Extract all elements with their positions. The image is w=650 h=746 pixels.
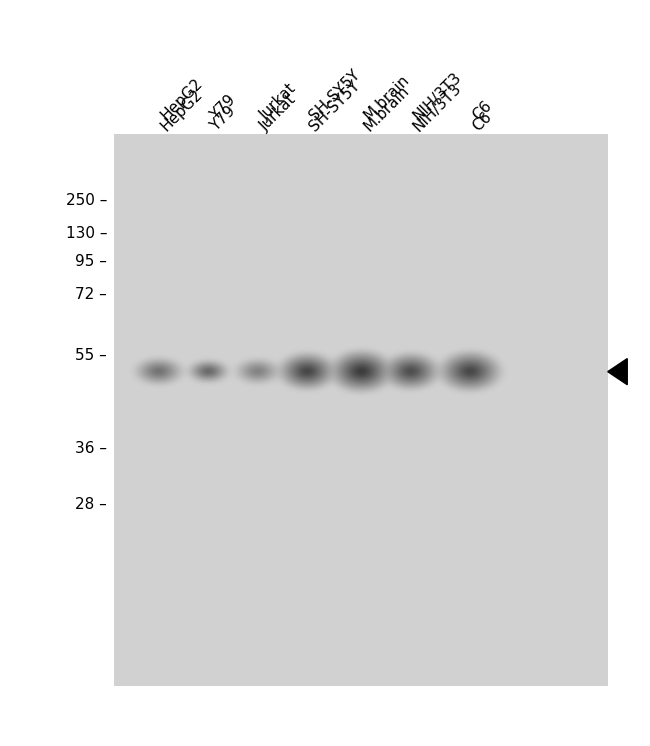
Text: 36 –: 36 – bbox=[75, 442, 107, 457]
Text: 250 –: 250 – bbox=[66, 193, 107, 208]
Text: 28 –: 28 – bbox=[75, 497, 107, 512]
Text: C6: C6 bbox=[469, 109, 495, 134]
Text: 130 –: 130 – bbox=[66, 226, 107, 241]
Text: 55 –: 55 – bbox=[75, 348, 107, 363]
Text: Y79: Y79 bbox=[207, 104, 239, 134]
Text: M.brain: M.brain bbox=[361, 83, 412, 134]
Text: Jurkat: Jurkat bbox=[257, 93, 299, 134]
Text: Y79: Y79 bbox=[207, 93, 239, 123]
Text: HepG2: HepG2 bbox=[158, 75, 206, 123]
Text: 95 –: 95 – bbox=[75, 254, 107, 269]
Text: 72 –: 72 – bbox=[75, 287, 107, 302]
Text: NIH/3T3: NIH/3T3 bbox=[410, 81, 464, 134]
Polygon shape bbox=[608, 359, 627, 385]
Text: HepG2: HepG2 bbox=[158, 87, 206, 134]
Text: Jurkat: Jurkat bbox=[257, 81, 299, 123]
Text: C6: C6 bbox=[469, 98, 495, 123]
Text: SH-SY5Y: SH-SY5Y bbox=[306, 78, 363, 134]
Text: M.brain: M.brain bbox=[361, 72, 412, 123]
Text: NIH/3T3: NIH/3T3 bbox=[410, 69, 464, 123]
Text: SH-SY5Y: SH-SY5Y bbox=[306, 67, 363, 123]
